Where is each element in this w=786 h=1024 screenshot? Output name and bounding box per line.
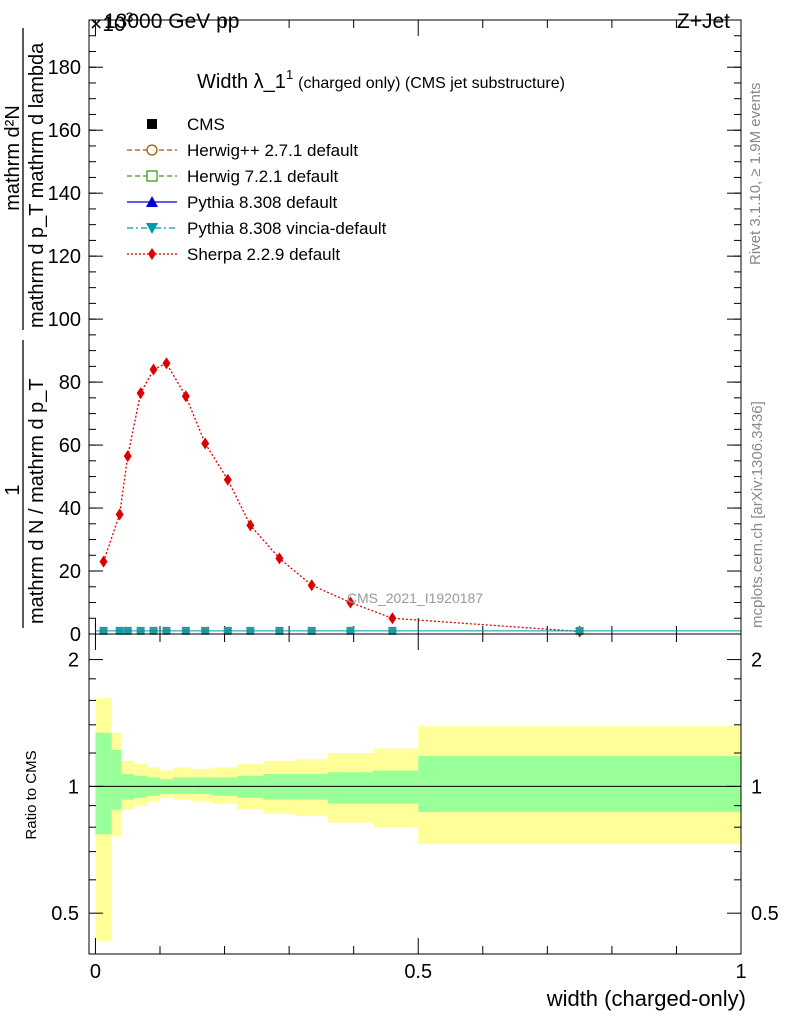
main-title: Width λ_11(charged only) (CMS jet substr… <box>197 67 565 93</box>
main-ytick-label: 80 <box>59 372 81 394</box>
ratio-band-inner <box>95 732 112 835</box>
sherpa-point <box>99 555 108 568</box>
main-ytick-label: 160 <box>48 120 81 142</box>
header-exponent: ×103 <box>90 9 134 36</box>
legend-label: Sherpa 2.2.9 default <box>187 245 340 264</box>
x-tick-label: 0 <box>90 961 101 983</box>
ratio-axes: 0.5 0.5 1 1 2 2 <box>51 634 779 954</box>
x-tick-label: 0.5 <box>404 961 432 983</box>
legend-label: Pythia 8.308 vincia-default <box>187 219 387 238</box>
ratio-ytick-label: 0.5 <box>51 903 79 925</box>
sherpa-point <box>149 363 158 376</box>
main-ytick-label: 60 <box>59 435 81 457</box>
ratio-ytick-label-right: 0.5 <box>751 903 779 925</box>
ratio-ylabel: Ratio to CMS <box>23 750 40 839</box>
main-frame <box>88 19 742 635</box>
ylabel-den: mathrm d p_T mathrm d lambda <box>26 42 48 328</box>
legend-marker <box>146 170 158 182</box>
ratio-ytick-label: 1 <box>68 776 79 798</box>
main-ytick-label: 140 <box>48 183 81 205</box>
ratio-band-inner <box>373 770 419 804</box>
main-axes: 0 20 40 60 80 100 120 140 160 180 <box>48 19 742 646</box>
ratio-band-inner <box>327 772 374 804</box>
rivet-label: Rivet 3.1.10, ≥ 1.9M events <box>747 83 764 266</box>
ratio-ytick-label-right: 2 <box>751 650 762 672</box>
x-tick-labels: 0 0.5 1 <box>90 961 747 983</box>
legend-marker <box>147 119 157 129</box>
sherpa-line <box>102 362 580 633</box>
main-ytick-label: 100 <box>48 309 81 331</box>
ylabel-prefix-num: 1 <box>2 484 24 495</box>
ratio-band-inner <box>111 749 122 810</box>
legend: CMS Herwig++ 2.7.1 default Herwig 7.2.1 de… <box>127 115 387 264</box>
ratio-band-inner <box>172 777 193 794</box>
sherpa-point <box>181 390 190 403</box>
ratio-band-inner <box>418 756 741 812</box>
legend-label: Pythia 8.308 default <box>187 193 338 212</box>
ratio-ytick-label-right: 1 <box>751 776 762 798</box>
main-data <box>95 357 741 638</box>
sherpa-point <box>201 437 210 450</box>
ylabel-prefix-den: mathrm d N / mathrm d p_T <box>26 378 48 624</box>
legend-marker <box>146 196 158 207</box>
ratio-ytick-label: 2 <box>68 650 79 672</box>
ratio-frame <box>88 633 742 955</box>
legend-label: CMS <box>187 115 225 134</box>
sherpa-point <box>307 579 316 592</box>
header-right: Z+Jet <box>677 10 730 33</box>
sherpa-point <box>115 508 124 521</box>
x-axis-label: width (charged-only) <box>546 986 746 1011</box>
ylabel-num: mathrm d²N <box>2 105 24 211</box>
legend-label: Herwig 7.2.1 default <box>187 167 338 186</box>
analysis-tag: CMS_2021_I1920187 <box>347 590 483 606</box>
header-left: 13000 GeV pp <box>104 10 239 33</box>
mcplots-label: mcplots.cern.ch [arXiv:1306.3436] <box>749 401 766 628</box>
legend-marker <box>146 144 158 156</box>
main-ylabel: 1 mathrm d N / mathrm d p_T mathrm d²N m… <box>2 28 48 628</box>
legend-marker <box>146 223 158 234</box>
main-ytick-label: 120 <box>48 246 81 268</box>
legend-label: Herwig++ 2.7.1 default <box>187 141 358 160</box>
sherpa-point <box>246 519 255 532</box>
sherpa-point <box>123 450 132 463</box>
sherpa-point <box>162 357 171 370</box>
sherpa-point <box>346 596 355 609</box>
sherpa-point <box>275 552 284 565</box>
legend-marker <box>148 248 156 260</box>
x-tick-label: 1 <box>735 961 746 983</box>
sherpa-point <box>388 612 397 625</box>
ratio-bands <box>89 698 741 941</box>
main-ytick-label: 40 <box>59 498 81 520</box>
main-ytick-label: 180 <box>48 57 81 79</box>
main-ytick-label: 20 <box>59 561 81 583</box>
ratio-band-inner <box>192 777 212 794</box>
sherpa-point <box>136 387 145 400</box>
main-ytick-label: 0 <box>70 624 81 646</box>
sherpa-point <box>223 473 232 486</box>
